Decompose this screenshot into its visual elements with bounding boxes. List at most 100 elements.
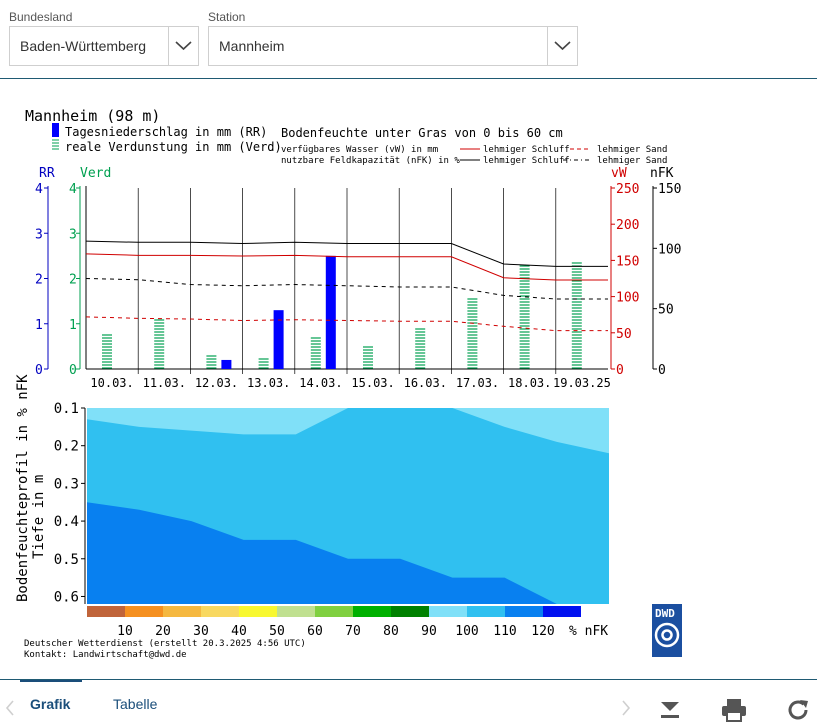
scale-swatch (163, 606, 201, 617)
axis-vw-title: vW (611, 166, 627, 181)
vw-tick-label: 0 (616, 363, 624, 378)
scale-label: 70 (345, 624, 361, 639)
vw-tick-label: 50 (616, 327, 632, 342)
legend-rr-swatch (52, 123, 59, 137)
verd-tick-label: 4 (69, 182, 77, 197)
scale-swatch (201, 606, 239, 617)
nfk-schluff-line (85, 240, 608, 267)
dwd-logo: DWD (652, 604, 682, 657)
vw-tick-label: 200 (616, 218, 639, 233)
refresh-icon[interactable] (786, 698, 810, 722)
depth-tick-label: 0.4 (54, 514, 79, 530)
scale-label: 40 (231, 624, 247, 639)
scale-label: 30 (193, 624, 209, 639)
verd-bar (571, 262, 582, 369)
depth-tick-label: 0.6 (54, 589, 79, 605)
date-label: 18.03. (508, 376, 551, 390)
axis-verd-title: Verd (80, 166, 111, 181)
scale-swatch (125, 606, 163, 617)
scale-label: 100 (455, 624, 478, 639)
legend-vw-label: verfügbares Wasser (vW) in mm (281, 145, 438, 155)
rr-tick-label: 1 (35, 318, 43, 333)
station-label: Station (208, 10, 246, 24)
state-label: Bundesland (9, 10, 73, 24)
vw-tick-label: 250 (616, 182, 639, 197)
nfk-tick-label: 150 (658, 182, 681, 197)
rr-bar (273, 310, 284, 369)
scale-label: 50 (269, 624, 285, 639)
date-label: 11.03. (143, 376, 186, 390)
station-dropdown-button[interactable] (547, 27, 577, 65)
scale-swatch (543, 606, 581, 617)
soil-moisture-chart: Mannheim (98 m) Tagesniederschlag in mm … (15, 107, 682, 660)
legend-nfk-sand-label: lehmiger Sand (597, 156, 667, 166)
date-label: 13.03. (247, 376, 290, 390)
chevron-down-icon (554, 41, 571, 51)
state-dropdown-button[interactable] (168, 27, 198, 65)
nfk-tick-label: 0 (658, 363, 666, 378)
date-label: 16.03. (404, 376, 447, 390)
chevron-left-icon[interactable] (4, 698, 16, 718)
scale-swatch (315, 606, 353, 617)
scale-swatch (391, 606, 429, 617)
tab-grafik[interactable]: Grafik (30, 696, 71, 712)
verd-tick-label: 0 (69, 363, 77, 378)
date-label: 15.03. (351, 376, 394, 390)
scale-swatch (239, 606, 277, 617)
date-label: 14.03. (299, 376, 342, 390)
state-select[interactable]: Baden-Württemberg (9, 26, 199, 66)
rr-tick-label: 2 (35, 273, 43, 288)
legend-rr-label: Tagesniederschlag in mm (RR) (65, 125, 267, 139)
verd-bar (363, 346, 373, 369)
verd-bar (154, 319, 165, 369)
footer-credit: Deutscher Wetterdienst (erstellt 20.3.20… (24, 639, 306, 649)
scale-swatch (429, 606, 467, 617)
scale-swatch (467, 606, 505, 617)
verd-bar (258, 358, 269, 369)
profile-ylabel-main: Bodenfeuchteprofil in % nFK (15, 374, 31, 602)
depth-tick-label: 0.3 (54, 476, 79, 492)
vw-tick-label: 100 (616, 291, 639, 306)
scale-swatch (353, 606, 391, 617)
rr-bar (325, 255, 336, 369)
download-icon[interactable] (659, 699, 681, 721)
vw-sand-line (85, 316, 608, 332)
chevron-right-icon[interactable] (620, 698, 632, 718)
scale-label: % nFK (569, 624, 608, 639)
footer-contact: Kontakt: Landwirtschaft@dwd.de (24, 650, 187, 660)
state-value: Baden-Württemberg (20, 38, 147, 54)
rr-bar (221, 359, 232, 369)
profile-band-110-120 (87, 502, 609, 604)
nfk-tick-label: 50 (658, 303, 674, 318)
legend-verd-swatch (52, 139, 59, 150)
scale-label: 80 (383, 624, 399, 639)
verd-tick-label: 2 (69, 273, 77, 288)
rr-tick-label: 3 (35, 227, 43, 242)
rr-tick-label: 0 (35, 363, 43, 378)
station-select[interactable]: Mannheim (208, 26, 578, 66)
tab-tabelle[interactable]: Tabelle (113, 696, 158, 712)
dwd-logo-text: DWD (655, 607, 675, 620)
date-label: 19.03.25 (553, 376, 611, 390)
nfk-tick-label: 100 (658, 242, 681, 257)
scale-label: 10 (117, 624, 133, 639)
depth-tick-label: 0.5 (54, 552, 79, 568)
axis-rr-title: RR (39, 166, 55, 181)
legend-verd-label: reale Verdunstung in mm (Verd) (65, 140, 282, 154)
depth-tick-label: 0.2 (54, 439, 79, 455)
state-filter: Bundesland (9, 10, 72, 24)
verd-bar (206, 355, 217, 369)
chart-title: Mannheim (98 m) (25, 107, 160, 125)
date-label: 12.03. (195, 376, 238, 390)
axis-nfk-title: nFK (650, 166, 674, 181)
station-filter: Station (208, 10, 245, 24)
date-label: 17.03. (456, 376, 499, 390)
print-icon[interactable] (721, 698, 747, 722)
active-tab-indicator (20, 680, 82, 682)
legend-vw-schluff-label: lehmiger Schluff (483, 145, 570, 155)
station-value: Mannheim (219, 38, 285, 54)
date-label: 10.03. (90, 376, 133, 390)
footer-divider (0, 679, 817, 680)
scale-label: 90 (421, 624, 437, 639)
scale-label: 110 (493, 624, 516, 639)
